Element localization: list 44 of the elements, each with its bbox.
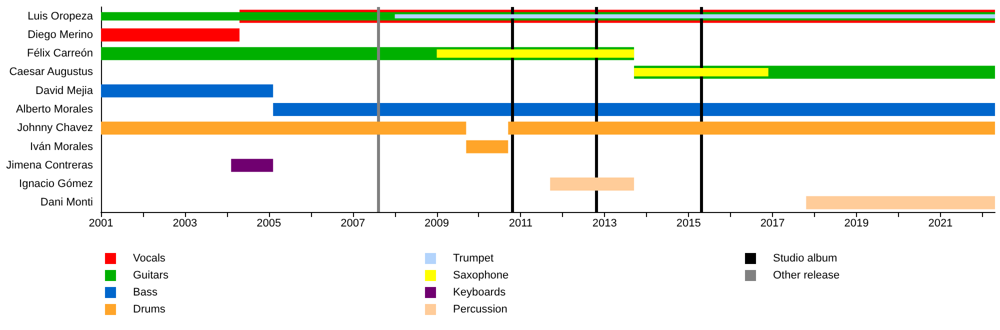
bar [101,28,240,42]
legend-label: Other release [773,270,840,282]
legend-label: Drums [133,304,166,316]
bar [466,140,508,154]
legend-label: Percussion [453,304,508,316]
x-tick-label: 2015 [676,218,701,230]
bar [436,49,634,58]
x-tick-label: 2017 [760,218,785,230]
y-tick-label: Diego Merino [28,28,93,41]
legend-label: Studio album [773,252,838,264]
bar [634,68,768,76]
bar [394,14,995,18]
y-tick-label: Luis Oropeza [28,10,94,22]
y-tick-label: David Mejia [36,84,94,97]
x-tick-label: 2001 [88,218,114,230]
y-tick-label: Caesar Augustus [9,66,94,78]
legend-label: Guitars [133,270,169,282]
bar [806,196,995,210]
y-tick-label: Ignacio Gómez [19,178,93,190]
x-tick-label: 2013 [592,218,617,230]
bar [550,178,634,191]
y-tick-label: Dani Monti [40,196,93,209]
legend-label: Bass [133,286,158,298]
x-tick-label: 2005 [256,218,282,230]
x-tick-label: 2021 [928,218,953,230]
y-tick-label: Alberto Morales [16,104,94,116]
legend-label: Keyboards [453,286,506,298]
x-tick-label: 2011 [508,218,533,230]
bar [508,122,995,135]
legend-label: Trumpet [453,252,494,264]
bar [231,158,274,172]
x-tick-label: 2007 [340,218,366,230]
legend-label: Vocals [133,252,166,264]
x-tick-label: 2009 [424,218,450,230]
y-tick-label: Félix Carreón [26,48,93,60]
y-tick-label: Iván Morales [30,140,94,153]
y-tick-label: Johnny Chavez [17,122,93,134]
legend-label: Saxophone [453,270,509,282]
x-tick-label: 2003 [172,218,198,230]
bar [273,102,995,116]
y-tick-label: Jimena Contreras [6,159,94,172]
bar [101,84,274,98]
x-tick-label: 2019 [844,218,869,230]
bar [101,122,466,135]
